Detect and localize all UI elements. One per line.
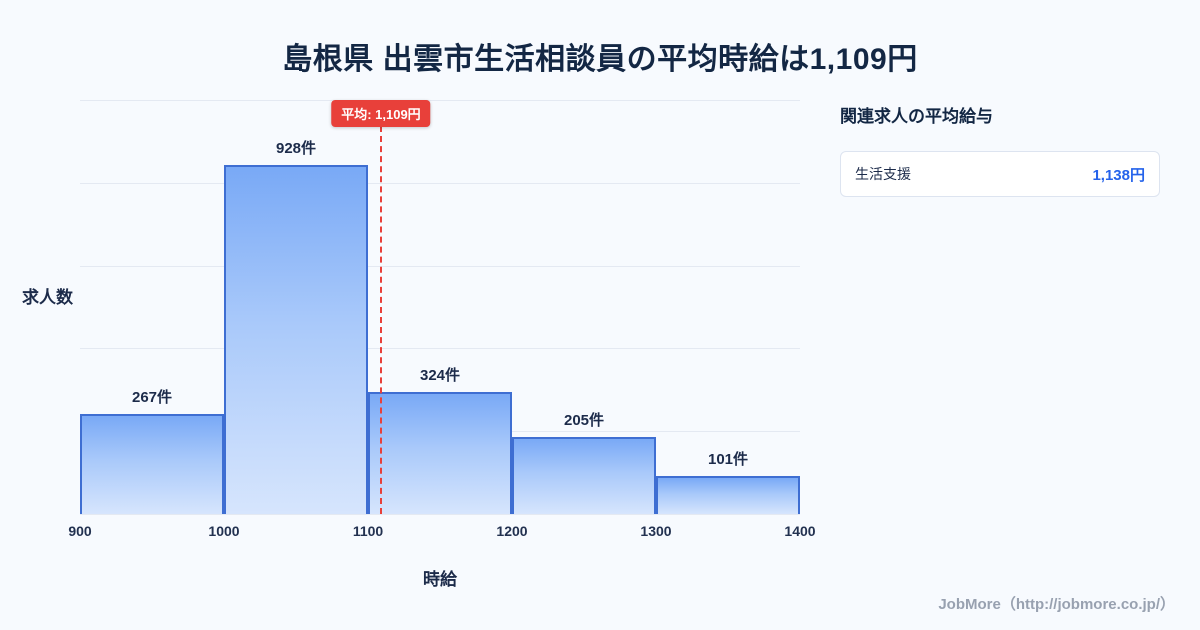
x-tick-1200: 1200 [496,523,528,539]
x-tick-1100: 1100 [352,523,384,539]
side-panel-heading: 関連求人の平均給与 [840,107,993,126]
x-axis-label: 時給 [423,570,457,589]
gridline [80,100,800,101]
bar-value-label: 324件 [419,367,461,385]
average-badge: 平均: 1,109円 [331,100,431,127]
x-tick-900: 900 [68,523,92,539]
gridline [80,266,800,267]
gridline [80,348,800,349]
bar-1200-1300 [512,436,656,514]
bar-1100-1200 [368,392,512,514]
bar-1000-1100 [224,164,368,514]
page-title: 島根県 出雲市生活相談員の平均時給は1,109円 [282,43,918,76]
footer-credit: JobMore（http://jobmore.co.jp/） [938,596,1175,613]
side-panel: 関連求人の平均給与 生活支援 1,138円 [840,102,1160,197]
gridline [80,183,800,184]
bar-value-label: 101件 [707,451,749,468]
x-ticks: 900 1000 1100 1200 1300 1400 [68,515,815,539]
bar-900-1000 [80,413,224,514]
y-axis-label: 求人数 [22,288,73,307]
x-tick-1300: 1300 [640,523,672,539]
average-line [379,126,382,514]
plot-area: 平均: 1,109円 267件 928件 324件 205件 101件 [80,100,800,515]
bar-1300-1400 [656,476,800,514]
salary-card-value: 1,138円 [1092,166,1145,184]
chart-area: 求人数 平均: 1,109円 267件 928件 324件 205件 101件 900 1… [22,100,816,590]
bar-value-label: 205件 [563,411,605,429]
gridline [80,514,800,515]
x-tick-1000: 1000 [208,523,240,539]
x-tick-1400: 1400 [784,523,816,539]
bar-value-label: 928件 [275,139,317,157]
salary-card: 生活支援 1,138円 [840,151,1160,197]
bar-value-label: 267件 [131,388,173,406]
salary-card-label: 生活支援 [855,166,911,182]
